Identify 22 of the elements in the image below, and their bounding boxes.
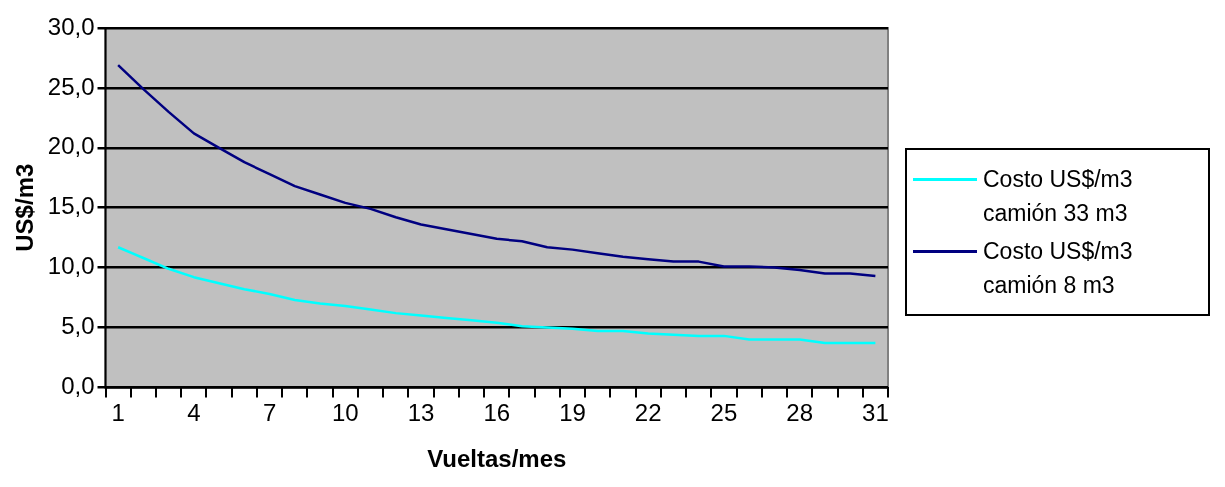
x-axis-title: Vueltas/mes	[427, 445, 567, 473]
y-tick-label: 0,0	[61, 372, 95, 400]
x-tick-label: 19	[559, 399, 586, 427]
legend-label: Costo US$/m3 camión 8 m3	[983, 237, 1134, 300]
y-tick-label: 5,0	[61, 312, 95, 340]
y-tick-label: 30,0	[47, 12, 95, 40]
x-tick-label: 16	[483, 399, 511, 427]
y-axis-title: US$/m3	[11, 163, 39, 252]
x-tick-label: 4	[187, 399, 201, 427]
x-tick-label: 22	[634, 399, 662, 427]
legend-label: Costo US$/m3 camión 33 m3	[983, 165, 1134, 228]
y-tick-label: 15,0	[47, 192, 95, 220]
x-tick-label: 31	[862, 399, 889, 427]
y-tick-label: 25,0	[47, 72, 95, 100]
x-tick-label: 7	[262, 399, 277, 427]
y-tick-label: 10,0	[47, 252, 95, 280]
x-tick-label: 10	[331, 399, 359, 427]
x-tick-label: 28	[786, 399, 814, 427]
x-tick-label: 1	[111, 399, 125, 427]
x-tick-label: 13	[407, 399, 435, 427]
x-tick-label: 25	[710, 399, 738, 427]
y-tick-label: 20,0	[47, 132, 95, 160]
